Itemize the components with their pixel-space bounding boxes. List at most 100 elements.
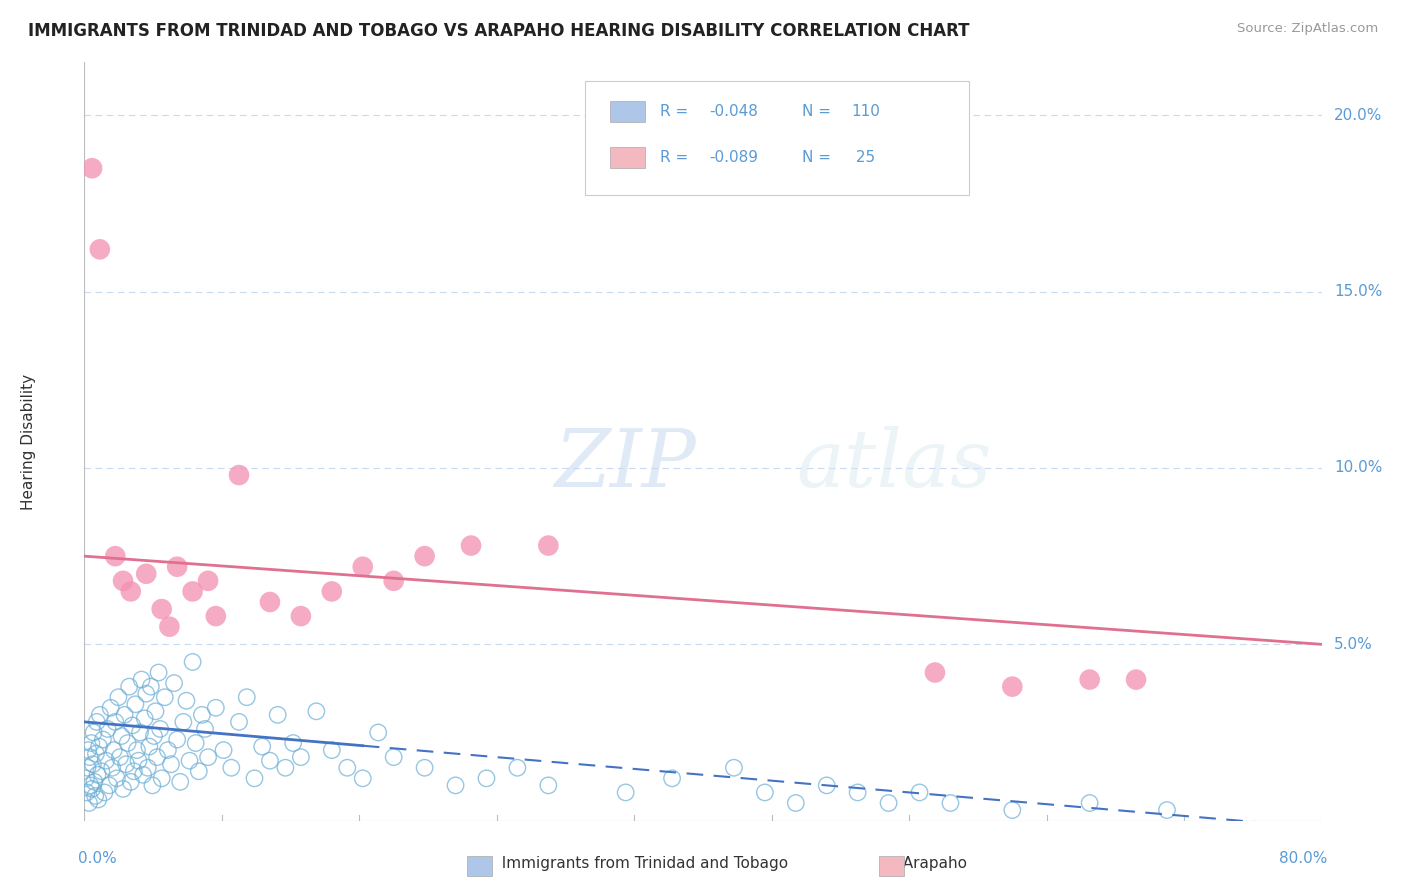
Text: N =: N =: [801, 104, 835, 120]
Point: [145, 704, 167, 718]
Point: [82, 161, 104, 176]
Point: [96, 722, 118, 736]
Point: [281, 736, 305, 750]
Point: [179, 754, 201, 768]
Text: IMMIGRANTS FROM TRINIDAD AND TOBAGO VS ARAPAHO HEARING DISABILITY CORRELATION CH: IMMIGRANTS FROM TRINIDAD AND TOBAGO VS A…: [28, 22, 970, 40]
Point: [89, 707, 111, 722]
Point: [91, 732, 114, 747]
Point: [104, 549, 127, 563]
Point: [321, 584, 343, 599]
Point: [352, 559, 374, 574]
Text: ZIP: ZIP: [554, 425, 696, 503]
Point: [131, 673, 153, 687]
Text: -0.048: -0.048: [709, 104, 758, 120]
Point: [181, 655, 204, 669]
Point: [352, 772, 374, 786]
Point: [290, 750, 312, 764]
Point: [159, 620, 180, 634]
Point: [115, 757, 138, 772]
Point: [79, 778, 101, 792]
Point: [846, 785, 869, 799]
Point: [939, 796, 962, 810]
Point: [197, 750, 219, 764]
Point: [228, 468, 250, 483]
Point: [135, 566, 157, 581]
Point: [112, 574, 135, 588]
Point: [77, 743, 100, 757]
Point: [90, 764, 112, 779]
Point: [274, 761, 297, 775]
Point: [101, 761, 124, 775]
Point: [77, 796, 100, 810]
Text: Hearing Disability: Hearing Disability: [21, 374, 37, 509]
Point: [172, 714, 194, 729]
Point: [460, 539, 482, 553]
Point: [75, 772, 97, 786]
Point: [367, 725, 389, 739]
Point: [221, 761, 243, 775]
Point: [205, 609, 228, 624]
Point: [120, 775, 142, 789]
Point: [321, 743, 343, 757]
Point: [135, 687, 157, 701]
Text: Immigrants from Trinidad and Tobago: Immigrants from Trinidad and Tobago: [492, 856, 789, 871]
Point: [136, 761, 159, 775]
Point: [1078, 796, 1101, 810]
Point: [205, 700, 228, 714]
Point: [93, 785, 115, 799]
Point: [104, 714, 127, 729]
Point: [187, 764, 209, 779]
Point: [166, 559, 188, 574]
Point: [141, 778, 163, 792]
Text: 15.0%: 15.0%: [1334, 285, 1382, 299]
Point: [1156, 803, 1178, 817]
Point: [138, 739, 160, 754]
Point: [163, 676, 186, 690]
Text: 20.0%: 20.0%: [1334, 108, 1382, 123]
Point: [305, 704, 328, 718]
Text: 5.0%: 5.0%: [1334, 637, 1372, 652]
Point: [191, 707, 214, 722]
Point: [84, 789, 107, 803]
Point: [506, 761, 529, 775]
Point: [124, 698, 146, 712]
Point: [82, 781, 104, 796]
Text: N =: N =: [801, 150, 835, 165]
Point: [114, 707, 136, 722]
Point: [143, 729, 166, 743]
Point: [86, 714, 108, 729]
Point: [160, 757, 183, 772]
Point: [413, 549, 436, 563]
Point: [139, 680, 162, 694]
Point: [110, 729, 132, 743]
Text: Arapaho: Arapaho: [893, 856, 967, 871]
Point: [150, 602, 173, 616]
Point: [156, 743, 179, 757]
Point: [235, 690, 259, 705]
Point: [98, 778, 121, 792]
Text: 110: 110: [852, 104, 880, 120]
Point: [103, 743, 125, 757]
Point: [259, 754, 281, 768]
Point: [723, 761, 745, 775]
Point: [194, 722, 217, 736]
Point: [228, 714, 250, 729]
Point: [382, 574, 405, 588]
Text: -0.089: -0.089: [709, 150, 758, 165]
Point: [83, 725, 105, 739]
Point: [197, 574, 219, 588]
Point: [108, 750, 131, 764]
FancyBboxPatch shape: [585, 81, 969, 195]
Point: [82, 757, 104, 772]
Point: [146, 750, 169, 764]
Point: [76, 785, 98, 799]
Point: [87, 739, 110, 754]
Text: R =: R =: [659, 150, 693, 165]
Point: [475, 772, 498, 786]
Point: [1001, 803, 1024, 817]
Point: [84, 747, 107, 761]
Point: [94, 754, 117, 768]
Point: [754, 785, 776, 799]
Point: [129, 725, 152, 739]
Point: [250, 739, 273, 754]
